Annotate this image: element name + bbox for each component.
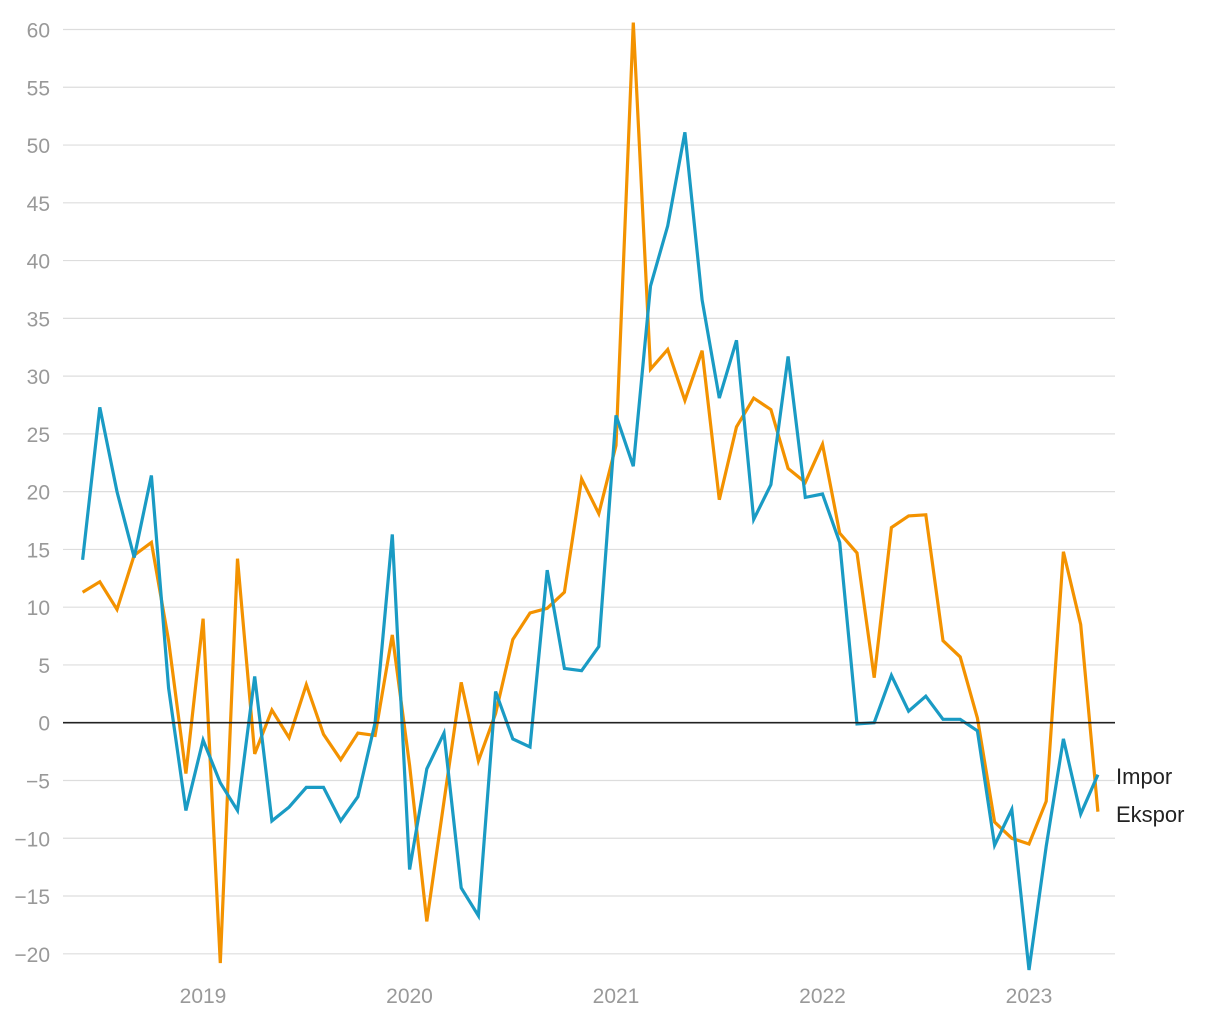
y-tick-label: 10	[27, 597, 50, 620]
series-line-ekspor	[81, 22, 1100, 964]
y-tick-label: 40	[27, 251, 50, 274]
y-tick-label: 30	[27, 366, 50, 389]
legend-label-impor: Impor	[1116, 764, 1172, 789]
y-tick-label: 60	[27, 20, 50, 43]
series-labels: Impor Ekspor	[1116, 764, 1184, 827]
legend-label-ekspor: Ekspor	[1116, 802, 1184, 827]
gridlines	[63, 28, 1115, 955]
y-tick-label: −10	[14, 828, 50, 851]
y-tick-label: 50	[27, 135, 50, 158]
x-tick-label: 2023	[1006, 985, 1053, 1008]
y-tick-label: 20	[27, 482, 50, 505]
y-tick-label: −20	[14, 944, 50, 967]
x-tick-label: 2021	[593, 985, 640, 1008]
x-tick-label: 2019	[180, 985, 227, 1008]
y-tick-label: 55	[27, 77, 50, 100]
y-tick-label: 5	[38, 655, 50, 678]
series-line-impor	[81, 132, 1100, 971]
y-tick-label: 15	[27, 539, 50, 562]
x-axis-tick-labels: 2019 2020 2021 2022 2023	[180, 985, 1053, 1008]
x-tick-label: 2022	[799, 985, 846, 1008]
y-tick-label: −15	[14, 886, 50, 909]
y-tick-label: 45	[27, 193, 50, 216]
y-tick-label: −5	[26, 770, 50, 793]
y-tick-label: 25	[27, 424, 50, 447]
y-tick-label: 35	[27, 308, 50, 331]
x-tick-label: 2020	[386, 985, 433, 1008]
series-lines	[81, 22, 1100, 971]
y-tick-label: 0	[38, 713, 50, 736]
